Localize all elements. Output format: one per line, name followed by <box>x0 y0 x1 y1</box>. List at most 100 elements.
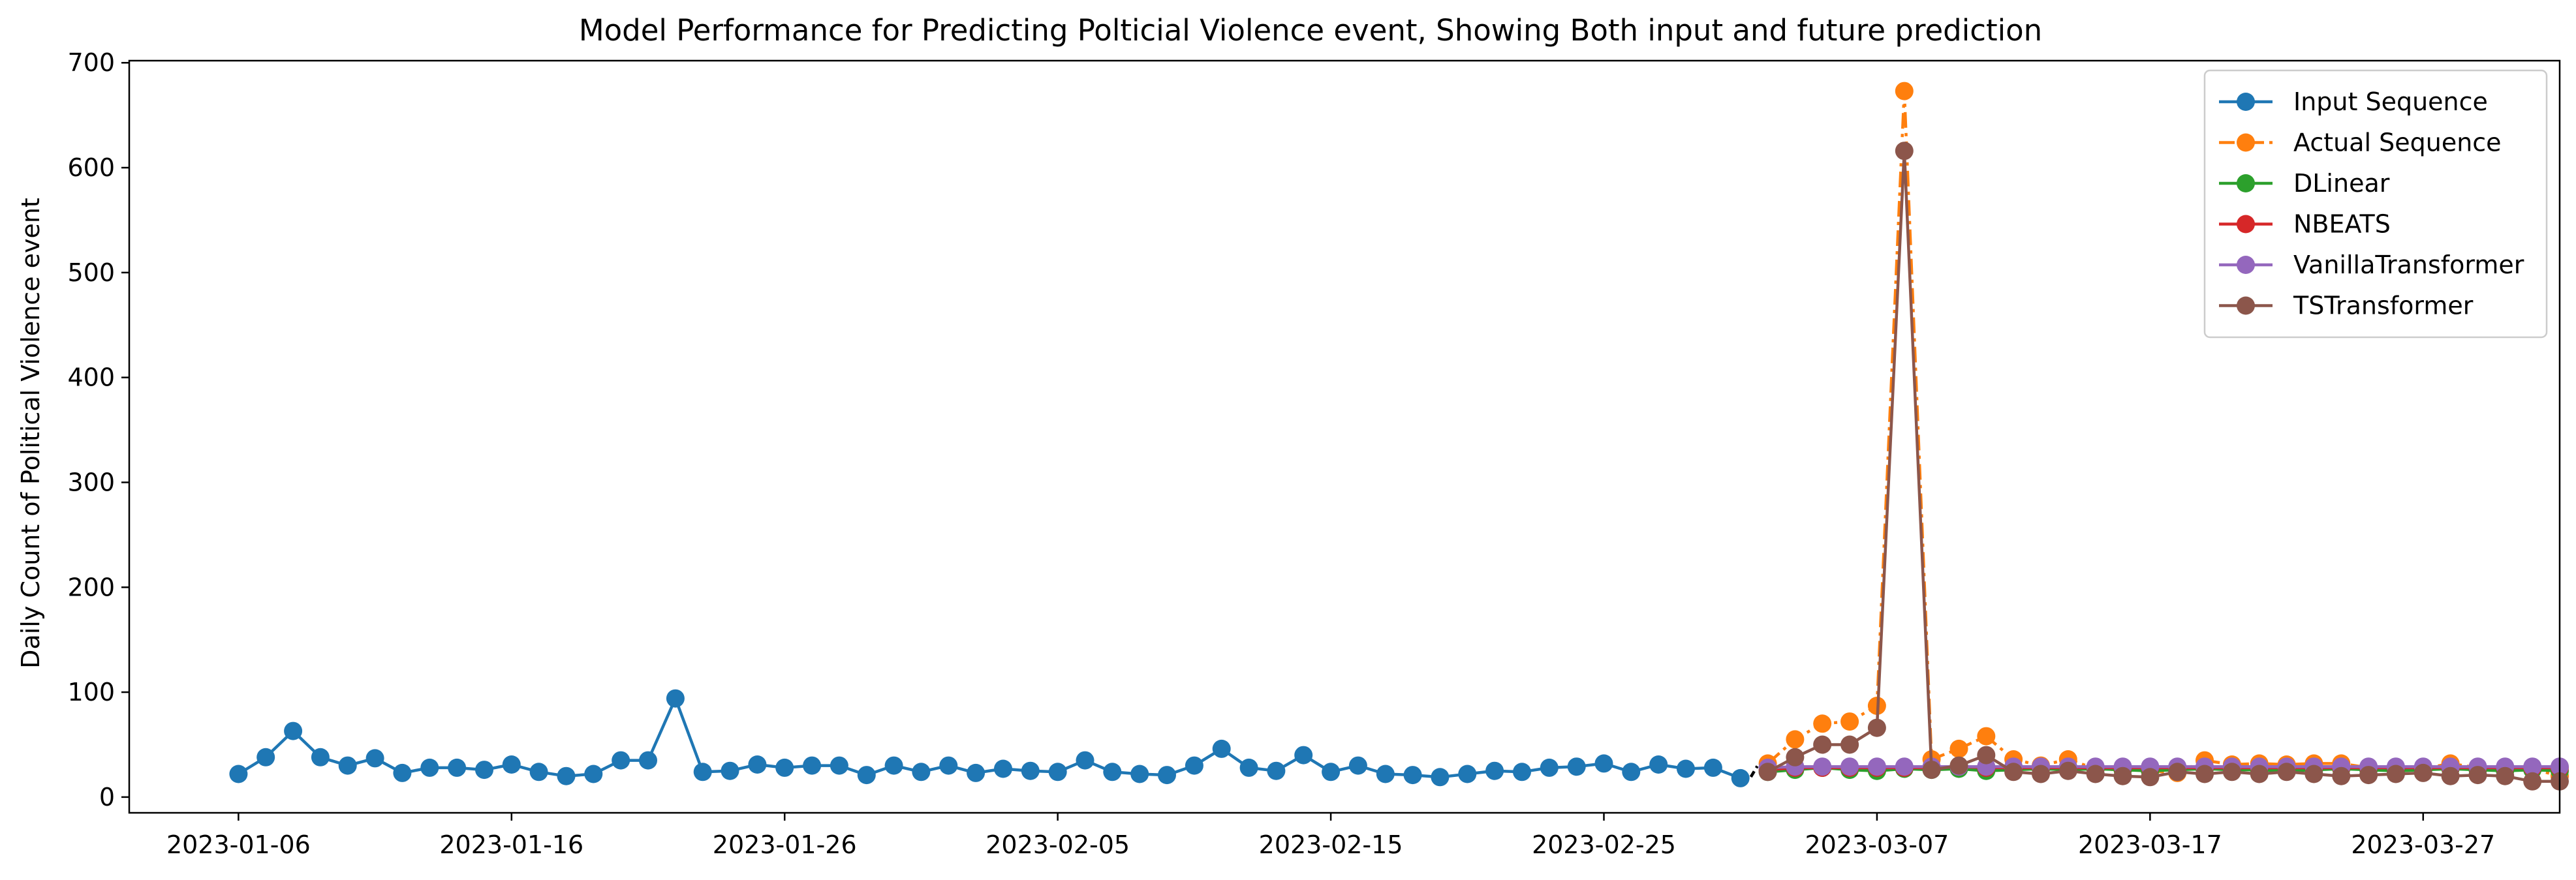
y-tick-label-2: 200 <box>67 573 115 601</box>
data-point-5-0 <box>1758 763 1777 781</box>
data-point-0-34 <box>1158 766 1176 785</box>
chart-title: Model Performance for Predicting Poltici… <box>579 13 2042 48</box>
legend-marker-4 <box>2237 256 2255 274</box>
data-point-0-27 <box>967 763 985 782</box>
data-point-0-38 <box>1267 761 1286 780</box>
legend-marker-0 <box>2237 93 2255 111</box>
legend-box <box>2203 69 2548 339</box>
data-point-0-33 <box>1130 765 1149 783</box>
data-point-1-5 <box>1895 82 1914 100</box>
data-point-5-17 <box>2222 763 2241 781</box>
x-tick-label-2: 2023-01-26 <box>713 830 857 859</box>
data-point-0-8 <box>448 758 467 777</box>
data-point-1-8 <box>1977 727 1996 746</box>
data-point-5-11 <box>2058 761 2077 780</box>
data-point-0-12 <box>557 766 576 785</box>
data-point-0-14 <box>612 751 630 770</box>
data-point-5-16 <box>2196 765 2214 783</box>
y-tick-label-0: 0 <box>99 783 115 812</box>
data-point-1-3 <box>1840 712 1859 731</box>
y-tick-label-7: 700 <box>67 48 115 77</box>
data-point-4-5 <box>1895 757 1914 776</box>
data-point-0-55 <box>1731 768 1750 787</box>
y-tick-label-4: 400 <box>67 363 115 392</box>
data-point-0-2 <box>284 721 303 740</box>
data-point-5-14 <box>2141 768 2160 787</box>
legend-marker-3 <box>2237 215 2255 234</box>
data-point-0-5 <box>365 749 384 768</box>
data-point-0-51 <box>1622 763 1641 781</box>
data-point-0-29 <box>1021 761 1040 780</box>
data-point-0-25 <box>912 763 931 781</box>
data-point-0-6 <box>393 763 412 782</box>
data-point-0-26 <box>939 756 958 775</box>
data-point-5-9 <box>2004 763 2023 781</box>
data-point-5-1 <box>1786 748 1805 766</box>
data-point-0-54 <box>1703 758 1722 777</box>
data-point-5-21 <box>2332 766 2351 785</box>
data-point-0-11 <box>529 763 548 781</box>
y-tick-label-6: 600 <box>67 153 115 182</box>
data-point-4-4 <box>1867 757 1886 776</box>
data-point-0-7 <box>420 758 439 777</box>
data-point-0-28 <box>994 759 1012 778</box>
data-point-5-20 <box>2304 765 2323 783</box>
plot-frame <box>128 59 2561 814</box>
data-point-5-25 <box>2441 766 2460 785</box>
data-point-5-6 <box>1922 761 1941 780</box>
data-point-5-19 <box>2277 763 2296 781</box>
axes: 0 100 200 300 400 500 600 700 2023-01-06 2023-01-… <box>67 48 2561 859</box>
data-point-0-30 <box>1048 763 1067 781</box>
data-point-0-9 <box>475 761 493 780</box>
data-point-5-27 <box>2496 766 2515 785</box>
data-point-0-47 <box>1513 763 1531 781</box>
data-point-1-7 <box>1949 739 1968 758</box>
y-tick-label-1: 100 <box>67 678 115 706</box>
legend-marker-1 <box>2237 133 2255 152</box>
data-point-5-10 <box>2032 765 2050 783</box>
data-point-5-2 <box>1813 735 1832 754</box>
x-tick-label-0: 2023-01-06 <box>166 830 311 859</box>
data-point-0-32 <box>1103 763 1122 781</box>
data-point-0-35 <box>1185 756 1203 775</box>
data-point-5-8 <box>1977 746 1996 765</box>
y-tick-label-5: 500 <box>67 258 115 287</box>
data-point-5-13 <box>2113 766 2132 785</box>
data-point-0-45 <box>1458 765 1477 783</box>
data-point-0-40 <box>1322 763 1341 781</box>
legend-label-3: NBEATS <box>2293 210 2391 239</box>
data-point-4-28 <box>2523 757 2542 776</box>
legend-label-5: TSTransformer <box>2293 292 2474 320</box>
plot-area <box>229 82 2569 791</box>
data-point-0-1 <box>256 748 275 766</box>
data-point-0-41 <box>1348 756 1367 775</box>
data-point-5-26 <box>2468 766 2487 785</box>
data-point-0-43 <box>1403 766 1422 785</box>
data-point-4-3 <box>1840 757 1859 776</box>
data-point-5-18 <box>2250 765 2269 783</box>
data-point-0-17 <box>693 763 712 781</box>
series-line-4 <box>1767 765 2560 770</box>
legend-marker-2 <box>2237 174 2255 192</box>
data-point-0-24 <box>884 756 903 775</box>
data-point-1-2 <box>1813 714 1832 733</box>
y-axis-label: Daily Count of Political Violence event <box>16 198 45 669</box>
data-point-0-53 <box>1677 759 1695 778</box>
data-point-0-13 <box>584 765 603 783</box>
x-tick-label-5: 2023-02-25 <box>1532 830 1676 859</box>
data-point-0-18 <box>721 761 739 780</box>
data-point-0-23 <box>857 766 876 785</box>
data-point-5-24 <box>2413 763 2432 782</box>
legend-label-2: DLinear <box>2293 169 2390 198</box>
data-point-5-28 <box>2523 772 2542 791</box>
data-point-5-12 <box>2086 765 2105 783</box>
data-point-5-7 <box>1949 756 1968 775</box>
legend-marker-5 <box>2237 296 2255 315</box>
data-point-4-2 <box>1813 757 1832 776</box>
data-point-0-21 <box>803 756 822 775</box>
data-point-0-44 <box>1431 768 1450 787</box>
x-tick-label-4: 2023-02-15 <box>1259 830 1403 859</box>
x-tick-label-8: 2023-03-27 <box>2351 830 2495 859</box>
data-point-0-37 <box>1239 758 1258 777</box>
